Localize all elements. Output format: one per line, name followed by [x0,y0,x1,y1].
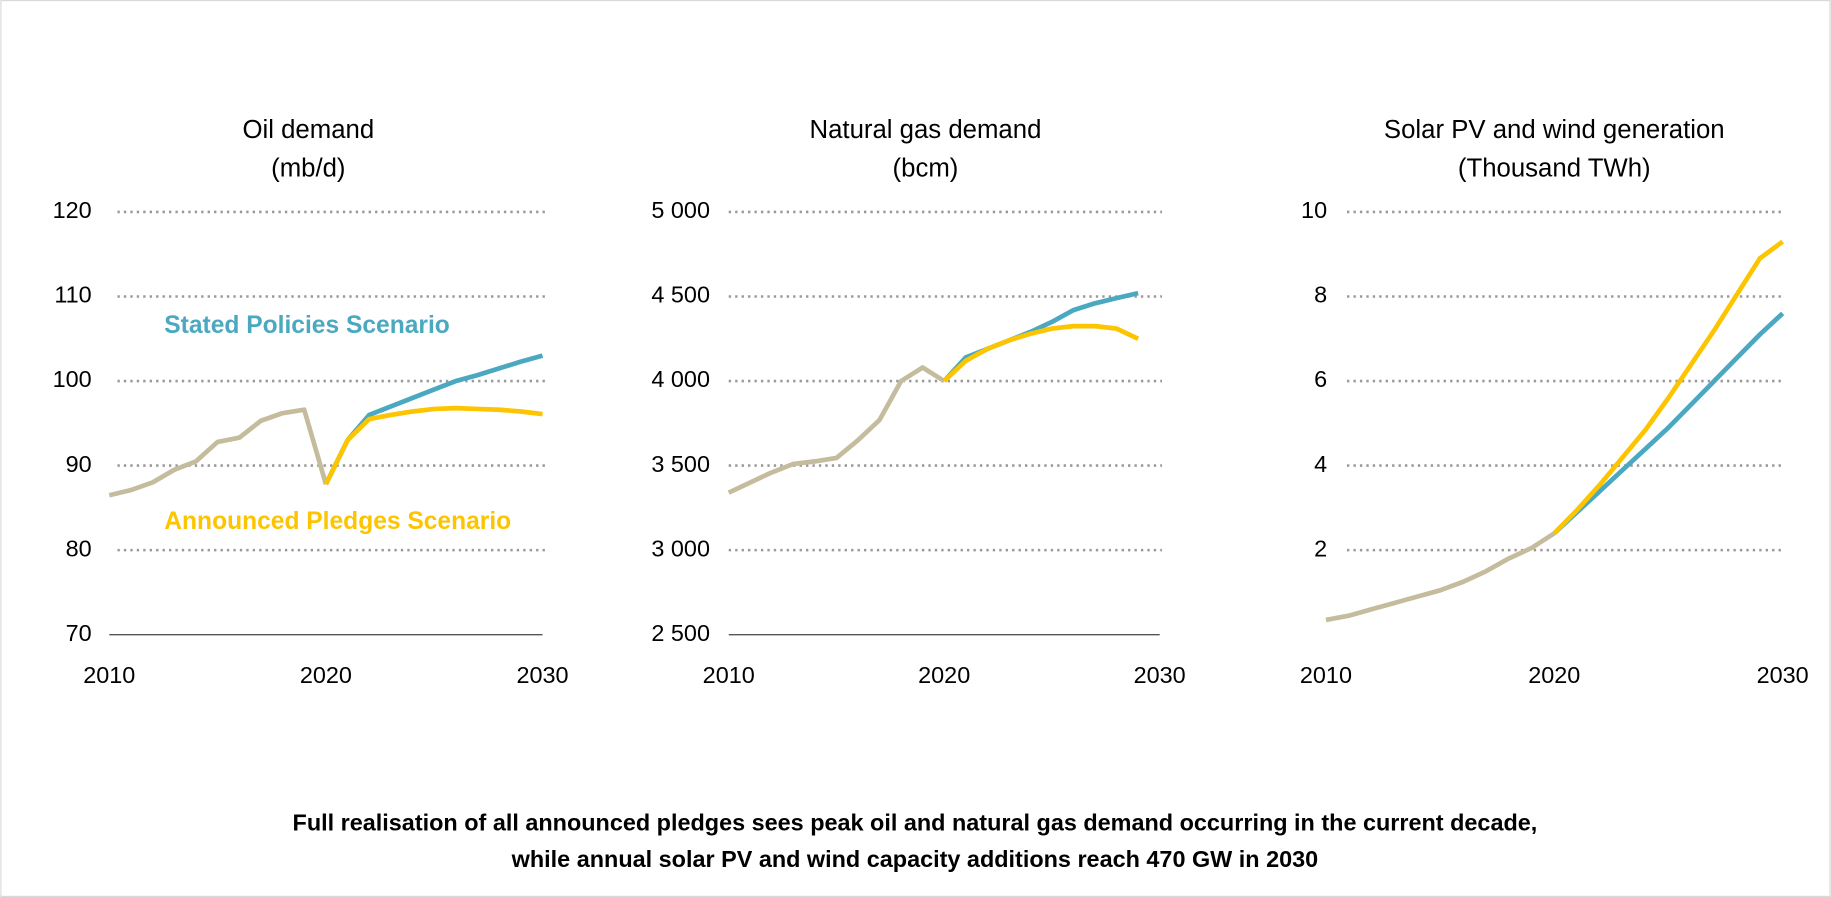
x-tick-label: 2010 [83,662,135,688]
x-tick-label: 2020 [1528,662,1580,688]
series-label: Stated Policies Scenario [164,312,450,339]
x-tick-label: 2020 [300,662,352,688]
series-line [1552,239,1785,535]
chart-units: (Thousand TWh) [1458,155,1651,183]
x-tick-label: 2030 [516,662,568,688]
y-tick-label: 4 [1314,451,1327,477]
y-tick-label: 110 [54,282,91,308]
y-tick-label: 10 [1301,197,1327,223]
series-label: Announced Pledges Scenario [164,508,511,535]
caption: while annual solar PV and wind capacity … [511,846,1318,872]
series-line [323,405,543,486]
y-tick-label: 2 [1314,535,1327,561]
series-line [1552,311,1785,535]
chart-units: (mb/d) [271,155,345,183]
x-tick-label: 2030 [1757,662,1809,688]
caption: Full realisation of all announced pledge… [293,810,1538,836]
y-tick-label: 100 [53,366,92,392]
y-tick-label: 8 [1314,282,1327,308]
series-line [942,323,1140,383]
y-tick-label: 4 000 [651,366,710,392]
x-tick-label: 2010 [703,662,755,688]
series-line [108,407,329,498]
chart-units: (bcm) [893,155,959,183]
y-tick-label: 6 [1314,366,1327,392]
y-tick-label: 80 [66,535,92,561]
y-tick-label: 120 [53,197,92,223]
x-tick-label: 2010 [1300,662,1352,688]
chart-title: Solar PV and wind generation [1384,116,1725,144]
chart-title: Oil demand [242,116,374,144]
y-tick-label: 4 500 [651,282,710,308]
x-tick-label: 2020 [918,662,970,688]
series-line [727,365,946,495]
x-tick-label: 2030 [1134,662,1186,688]
y-tick-label: 5 000 [651,197,710,223]
chart-title: Natural gas demand [810,116,1042,144]
y-tick-label: 70 [66,620,92,646]
y-tick-label: 90 [66,451,92,477]
series-line [1325,531,1556,623]
y-tick-label: 2 500 [651,620,710,646]
y-tick-label: 3 500 [651,451,710,477]
y-tick-label: 3 000 [651,535,710,561]
